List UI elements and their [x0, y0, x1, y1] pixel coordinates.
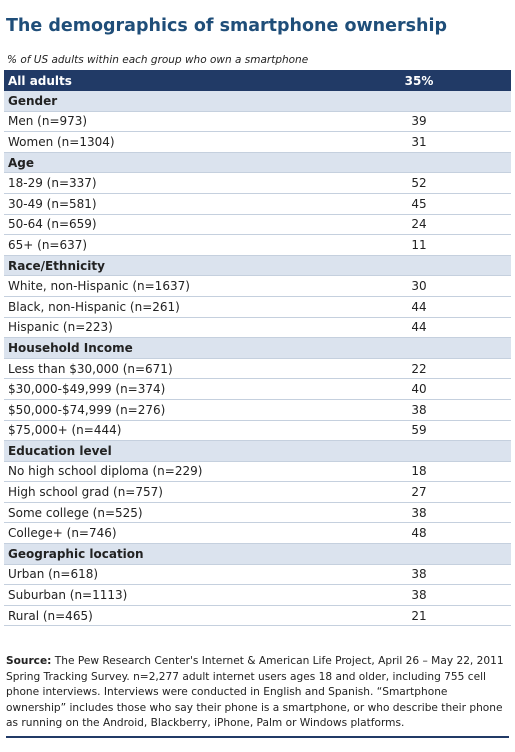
section-name: Gender [8, 93, 58, 108]
row-label: Some college (n=525) [8, 505, 143, 520]
row-label: 18-29 (n=337) [8, 176, 97, 191]
table-row: No high school diploma (n=229) 18 [4, 462, 511, 483]
row-value: 38 [411, 505, 427, 520]
table-row: College+ (n=746) 48 [4, 523, 511, 545]
section-name: Race/Ethnicity [8, 258, 105, 273]
row-value: 38 [411, 567, 427, 582]
table-row: Hispanic (n=223) 44 [4, 318, 511, 339]
row-value: 30 [411, 279, 427, 294]
row-value: 38 [411, 402, 427, 417]
row-label: $50,000-$74,999 (n=276) [8, 402, 166, 417]
row-label: $30,000-$49,999 (n=374) [8, 382, 166, 397]
row-label: High school grad (n=757) [8, 485, 163, 500]
row-value: 40 [411, 382, 427, 397]
table-row: 50-64 (n=659) 24 [4, 215, 511, 236]
table-row: Urban (n=618) 38 [4, 565, 511, 586]
row-label: Suburban (n=1113) [8, 588, 128, 603]
subtitle: % of US adults within each group who own… [7, 54, 309, 66]
row-value: 48 [411, 526, 427, 541]
section-header: Age [4, 152, 511, 174]
row-label: Rural (n=465) [8, 608, 93, 623]
row-label: 50-64 (n=659) [8, 217, 97, 232]
row-value: 44 [411, 299, 427, 314]
table-row: Suburban (n=1113) 38 [4, 585, 511, 606]
row-label: Hispanic (n=223) [8, 320, 113, 335]
row-label: $75,000+ (n=444) [8, 423, 122, 438]
row-value: 22 [411, 361, 427, 376]
row-value: 38 [411, 588, 427, 603]
row-value: 45 [411, 196, 427, 211]
row-value: 24 [411, 217, 427, 232]
table-row: Women (n=1304) 31 [4, 132, 511, 153]
table-row: 30-49 (n=581) 45 [4, 194, 511, 215]
table-row: High school grad (n=757) 27 [4, 482, 511, 503]
table-row: $75,000+ (n=444) 59 [4, 421, 511, 442]
row-label: Women (n=1304) [8, 134, 115, 149]
table-row: 65+ (n=637) 11 [4, 235, 511, 256]
table-row: 18-29 (n=337) 52 [4, 173, 511, 194]
source-text: The Pew Research Center's Internet & Ame… [6, 655, 504, 730]
section-header: Gender [4, 91, 511, 112]
table-row: Rural (n=465) 21 [4, 606, 511, 627]
row-value: 44 [411, 320, 427, 335]
source-note: Source: The Pew Research Center's Intern… [6, 654, 509, 738]
section-header: Household Income [4, 338, 511, 359]
row-value: 11 [411, 237, 427, 252]
row-value: 18 [411, 464, 427, 479]
table-row: $30,000-$49,999 (n=374) 40 [4, 379, 511, 400]
row-value: 31 [411, 134, 427, 149]
section-header: Race/Ethnicity [4, 255, 511, 277]
header-row: All adults 35% [4, 70, 511, 91]
row-label: Black, non-Hispanic (n=261) [8, 299, 180, 314]
table-row: Men (n=973) 39 [4, 112, 511, 133]
section-header: Education level [4, 441, 511, 462]
row-label: White, non-Hispanic (n=1637) [8, 279, 190, 294]
header-value: 35% [404, 73, 434, 88]
title: The demographics of smartphone ownership [6, 16, 448, 36]
row-value: 27 [411, 485, 427, 500]
table: All adults 35% Gender Men (n=973) 39 Women (n… [4, 70, 511, 627]
row-label: Less than $30,000 (n=671) [8, 361, 173, 376]
table-row: Some college (n=525) 38 [4, 503, 511, 524]
row-label: 65+ (n=637) [8, 237, 88, 252]
source-label: Source: [6, 655, 52, 667]
table-row: White, non-Hispanic (n=1637) 30 [4, 276, 511, 297]
row-label: College+ (n=746) [8, 526, 117, 541]
row-value: 39 [411, 114, 427, 129]
row-label: Urban (n=618) [8, 567, 99, 582]
table-row: Black, non-Hispanic (n=261) 44 [4, 297, 511, 318]
table-row: $50,000-$74,999 (n=276) 38 [4, 400, 511, 421]
section-header: Geographic location [4, 544, 511, 565]
row-label: No high school diploma (n=229) [8, 464, 203, 479]
section-name: Age [8, 155, 35, 170]
row-value: 52 [411, 176, 427, 191]
section-name: Education level [8, 443, 112, 458]
row-label: 30-49 (n=581) [8, 196, 97, 211]
section-name: Geographic location [8, 546, 144, 561]
section-name: Household Income [8, 340, 133, 355]
row-value: 59 [411, 423, 427, 438]
row-label: Men (n=973) [8, 114, 88, 129]
header-label: All adults [8, 73, 72, 88]
table-row: Less than $30,000 (n=671) 22 [4, 359, 511, 380]
row-value: 21 [411, 608, 427, 623]
